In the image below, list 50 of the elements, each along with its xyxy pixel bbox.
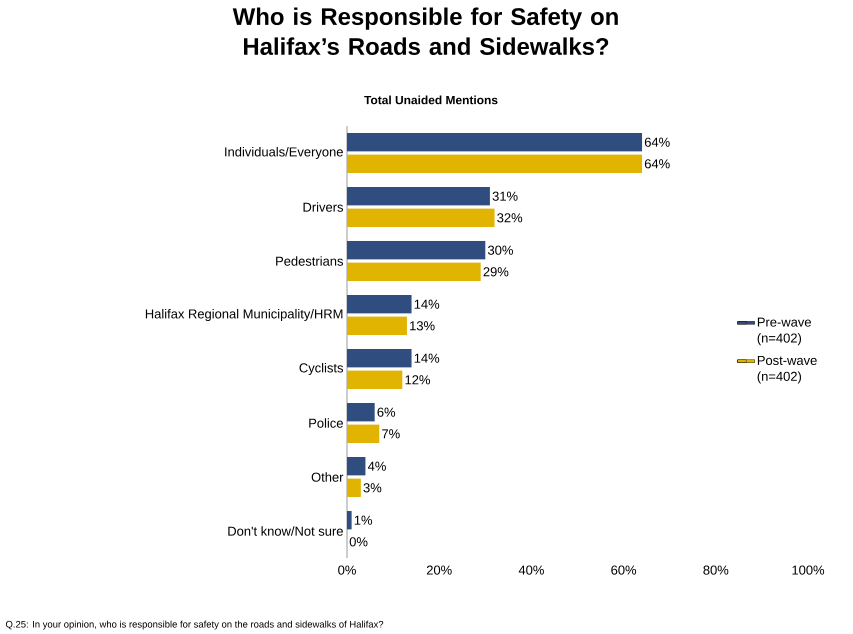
bar [347,349,412,368]
data-label: 31% [492,192,518,201]
bar [347,187,490,206]
bar [347,208,495,227]
text: Q.25: In your opinion, who is responsible for safety on the roads and sidewalks of Halifax? [6,620,384,630]
bar [347,241,486,260]
bar [347,424,380,443]
bar [347,262,481,281]
bar [347,457,366,476]
bar [347,316,407,335]
bar [347,295,412,314]
data-label: 7% [382,429,400,438]
data-label: 1% [354,516,372,525]
data-label: 4% [368,462,386,471]
data-label: 64% [644,138,670,147]
chart-title: Who is Responsible for Safety on Halifax’s Roads and Sidewalks? [232,8,618,55]
x-tick-label: 100% [792,566,824,575]
y-tick-label: Other [312,472,344,482]
x-tick-label: 40% [518,566,544,575]
bar [347,370,402,389]
data-label: 30% [488,246,513,255]
y-tick-label: Halifax Regional Municipality/HRM [146,308,342,322]
x-tick-label: 20% [426,566,452,575]
bar [347,154,642,173]
data-label: 12% [406,375,430,384]
data-label: 32% [497,213,522,222]
bar [347,133,642,152]
bar [347,511,352,530]
legend-label: Post-wave (n=402) [758,356,817,384]
x-tick-label: 60% [611,566,636,575]
y-tick-label: Individuals/Everyone [225,146,343,160]
data-label: 6% [378,408,396,417]
data-label: 14% [414,300,440,309]
data-label: 3% [364,483,382,492]
y-tick-label: Drivers [304,202,344,212]
data-label: 29% [484,267,508,276]
data-label: 0% [350,537,368,546]
y-tick-label: Don't know/Not sure [228,526,343,536]
data-label: 14% [414,354,440,363]
y-tick-label: Cyclists [300,362,344,376]
bar [347,478,361,497]
legend-label: Pre-wave (n=402) [758,318,811,346]
x-tick-label: 80% [703,566,728,575]
data-label: 13% [410,321,435,330]
bar [347,403,375,422]
y-tick-label: Police [309,418,343,428]
x-tick-label: 0% [338,566,356,575]
y-tick-label: Pedestrians [276,256,344,266]
data-label: 64% [644,159,670,168]
chart-subtitle: Total Unaided Mentions [364,96,498,104]
